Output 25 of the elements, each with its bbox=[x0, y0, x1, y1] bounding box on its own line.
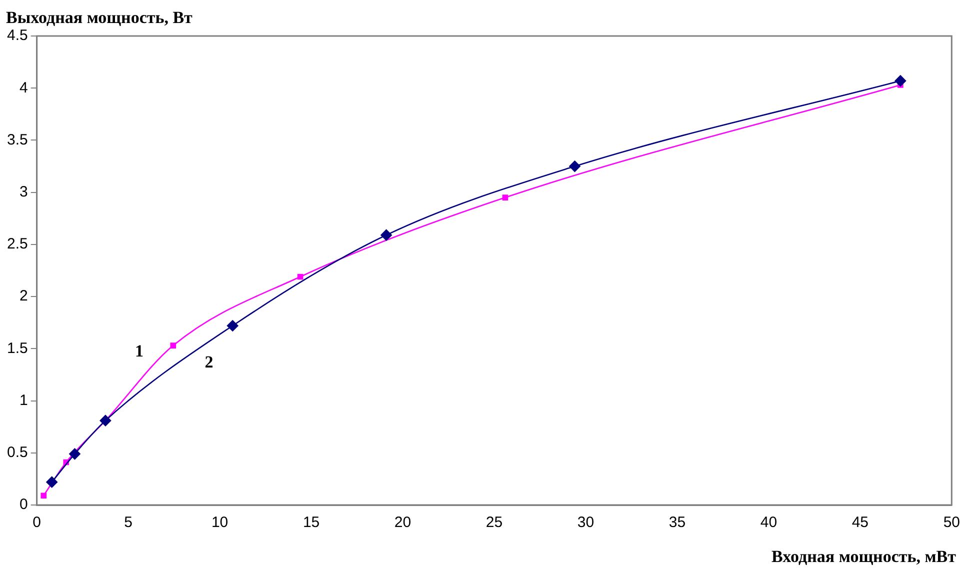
x-tick-label: 30 bbox=[577, 514, 594, 532]
y-tick-label: 2.5 bbox=[6, 236, 28, 253]
y-tick-label: 3 bbox=[20, 183, 28, 200]
x-tick-label: 15 bbox=[302, 514, 320, 532]
y-tick-label: 0 bbox=[20, 496, 28, 514]
x-tick-label: 40 bbox=[760, 514, 778, 532]
x-tick-label: 20 bbox=[394, 514, 412, 532]
y-tick-label: 1.5 bbox=[6, 340, 28, 357]
x-tick-label: 35 bbox=[668, 514, 686, 532]
x-tick-label: 10 bbox=[211, 514, 228, 532]
x-tick-label: 50 bbox=[943, 514, 960, 532]
y-tick-label: 3.5 bbox=[6, 131, 28, 148]
x-tick-label: 25 bbox=[486, 514, 503, 532]
y-tick-label: 1 bbox=[20, 392, 28, 409]
series-label: 1 bbox=[135, 341, 144, 360]
y-tick-label: 0.5 bbox=[6, 444, 28, 462]
series-label: 2 bbox=[204, 352, 214, 372]
y-tick-label: 4 bbox=[20, 79, 28, 96]
y-tick-label: 4.5 bbox=[6, 27, 28, 44]
x-axis-title: Входная мощность, мВт bbox=[772, 546, 957, 566]
x-tick-label: 5 bbox=[124, 514, 133, 532]
x-tick-label: 0 bbox=[32, 514, 42, 532]
x-tick-label: 45 bbox=[852, 514, 869, 532]
y-axis-title: Выходная мощность, Вт bbox=[6, 8, 194, 27]
y-tick-label: 2 bbox=[20, 288, 28, 305]
